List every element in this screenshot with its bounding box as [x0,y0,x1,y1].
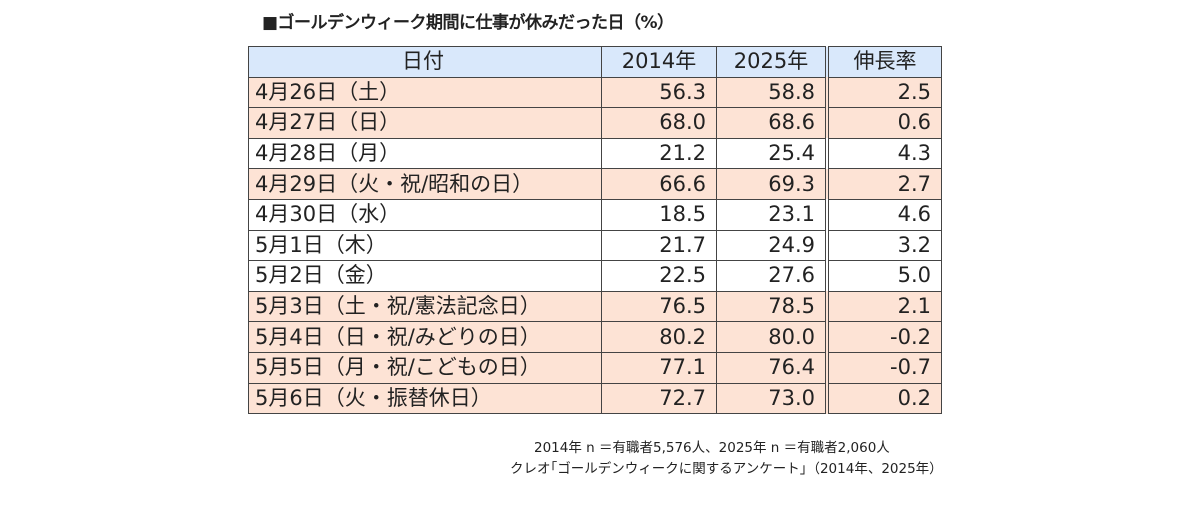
table-row: 4月30日（水） 18.5 23.1 4.6 [248,198,942,231]
growth-cell: 4.6 [825,198,942,231]
date-cell: 4月28日（月） [248,137,602,170]
growth-cell: 4.3 [825,137,942,170]
table-row: 4月26日（土） 56.3 58.8 2.5 [248,76,942,109]
date-cell: 4月30日（水） [248,198,602,231]
value-2025-cell: 80.0 [716,321,828,353]
date-cell: 5月5日（月・祝/こどもの日） [248,351,602,384]
growth-cell: 3.2 [825,229,942,262]
header-2025: 2025年 [716,46,828,78]
value-2014-cell: 18.5 [601,198,717,231]
table-row: 5月6日（火・振替休日） 72.7 73.0 0.2 [248,382,942,415]
value-2014-cell: 80.2 [601,321,717,353]
value-2025-cell: 27.6 [716,260,828,292]
value-2025-cell: 24.9 [716,229,828,262]
growth-cell: 2.7 [825,168,942,200]
value-2014-cell: 21.2 [601,137,717,170]
growth-cell: 0.6 [825,107,942,139]
header-date: 日付 [248,46,602,78]
value-2014-cell: 66.6 [601,168,717,200]
header-2014: 2014年 [601,46,717,78]
growth-cell: 5.0 [825,260,942,292]
date-cell: 4月27日（日） [248,107,602,139]
holiday-table: 日付 2014年 2025年 伸長率 4月26日（土） 56.3 58.8 2.5 4月… [248,46,942,415]
source-note: クレオ｢ゴールデンウィークに関するアンケート｣（2014年、2025年） [510,461,943,477]
sample-note: 2014年 n ＝有職者5,576人、2025年 n ＝有職者2,060人 [534,440,890,456]
growth-cell: 0.2 [825,382,942,415]
date-cell: 4月29日（火・祝/昭和の日） [248,168,602,200]
growth-cell: 2.1 [825,290,942,323]
header-growth: 伸長率 [825,46,942,78]
value-2014-cell: 56.3 [601,76,717,109]
value-2014-cell: 22.5 [601,260,717,292]
value-2014-cell: 68.0 [601,107,717,139]
value-2025-cell: 73.0 [716,382,828,415]
value-2025-cell: 78.5 [716,290,828,323]
value-2025-cell: 58.8 [716,76,828,109]
date-cell: 5月6日（火・振替休日） [248,382,602,415]
header-row: 日付 2014年 2025年 伸長率 [248,46,942,78]
date-cell: 5月2日（金） [248,260,602,292]
table-row: 5月2日（金） 22.5 27.6 5.0 [248,260,942,292]
table-row: 5月1日（木） 21.7 24.9 3.2 [248,229,942,262]
table-row: 5月4日（日・祝/みどりの日） 80.2 80.0 -0.2 [248,321,942,353]
date-cell: 5月3日（土・祝/憲法記念日） [248,290,602,323]
growth-cell: 2.5 [825,76,942,109]
value-2014-cell: 77.1 [601,351,717,384]
growth-cell: -0.7 [825,351,942,384]
table-row: 4月27日（日） 68.0 68.6 0.6 [248,107,942,139]
value-2025-cell: 68.6 [716,107,828,139]
value-2014-cell: 21.7 [601,229,717,262]
date-cell: 5月1日（木） [248,229,602,262]
date-cell: 4月26日（土） [248,76,602,109]
value-2025-cell: 23.1 [716,198,828,231]
table-row: 5月3日（土・祝/憲法記念日） 76.5 78.5 2.1 [248,290,942,323]
value-2025-cell: 76.4 [716,351,828,384]
table-row: 5月5日（月・祝/こどもの日） 77.1 76.4 -0.7 [248,351,942,384]
value-2014-cell: 76.5 [601,290,717,323]
value-2025-cell: 25.4 [716,137,828,170]
growth-cell: -0.2 [825,321,942,353]
value-2025-cell: 69.3 [716,168,828,200]
date-cell: 5月4日（日・祝/みどりの日） [248,321,602,353]
table-row: 4月28日（月） 21.2 25.4 4.3 [248,137,942,170]
value-2014-cell: 72.7 [601,382,717,415]
table-row: 4月29日（火・祝/昭和の日） 66.6 69.3 2.7 [248,168,942,200]
table-title: ■ゴールデンウィーク期間に仕事が休みだった日（%） [262,13,674,33]
